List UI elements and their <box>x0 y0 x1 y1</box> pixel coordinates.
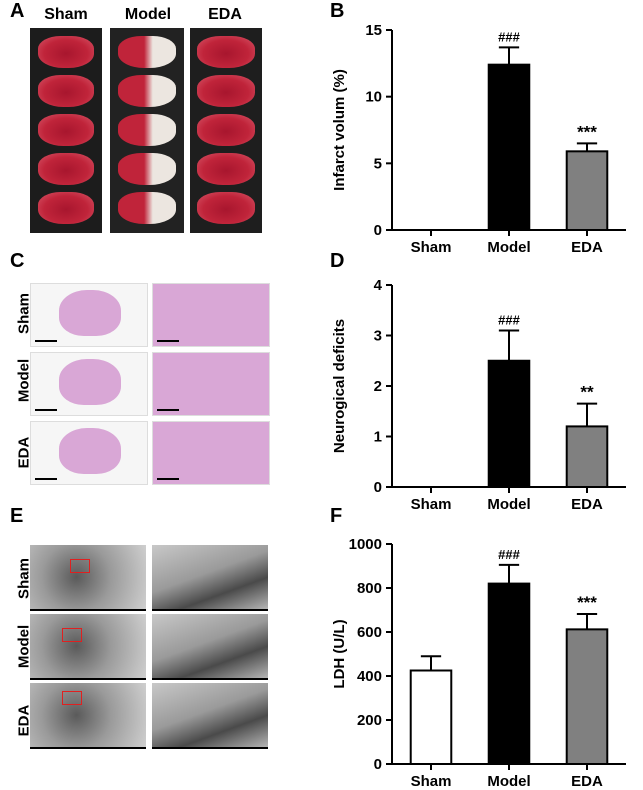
ttc-slice <box>197 36 255 68</box>
brain-section <box>59 290 121 336</box>
significance-label: ### <box>498 312 520 327</box>
bar-eda <box>565 425 609 488</box>
tem-magnified-image <box>152 614 268 680</box>
y-tick-label: 0 <box>374 756 382 773</box>
ldh-chart: 0 200 400 600 800 1000 LDH (U/L) Sham ### Model **… <box>331 536 626 788</box>
ttc-slice <box>38 114 94 146</box>
zoom-region-box <box>62 691 82 705</box>
x-tick-label: Model <box>487 239 530 256</box>
tem-overview-image <box>30 614 146 680</box>
neurological-deficits-chart: 0 1 2 3 4 Neurogical deficits Sham ### Model ** ED… <box>331 277 626 513</box>
he-whole-section-image <box>30 421 148 485</box>
y-tick-label: 200 <box>357 712 382 729</box>
y-tick-label: 400 <box>357 668 382 685</box>
zoom-region-box <box>70 559 90 573</box>
panel-a-col-sham: Sham <box>44 6 88 23</box>
scale-bar <box>157 478 179 480</box>
panel-label-e: E <box>10 505 24 527</box>
ttc-slice <box>38 75 94 107</box>
y-tick-label: 2 <box>374 378 382 395</box>
x-tick-label: Sham <box>411 773 452 788</box>
infarct-volume-chart: 0 5 10 15 Infarct volum (%) Sham ### Model *** ED… <box>331 22 626 256</box>
y-tick-label: 5 <box>374 155 382 172</box>
panel-label-c: C <box>10 250 25 272</box>
panel-label-d: D <box>330 250 345 272</box>
bar-model <box>487 582 531 765</box>
y-axis-label: LDH (U/L) <box>331 619 348 688</box>
he-magnified-image <box>152 421 270 485</box>
zoom-region-box <box>62 628 82 642</box>
significance-label: ### <box>498 547 520 562</box>
panel-label-f: F <box>330 505 343 527</box>
he-whole-section-image <box>30 283 148 347</box>
y-tick-label: 15 <box>365 22 382 39</box>
scale-bar <box>35 409 57 411</box>
x-tick-label: EDA <box>571 239 603 256</box>
ttc-slice <box>197 192 255 224</box>
tem-overview-image <box>30 545 146 611</box>
significance-label: *** <box>577 593 597 612</box>
significance-label: *** <box>577 122 597 141</box>
bar-model <box>487 359 531 488</box>
he-whole-section-image <box>30 352 148 416</box>
y-axis-label: Infarct volum (%) <box>331 69 348 191</box>
panel-a-col-eda: EDA <box>208 6 242 23</box>
x-tick-label: Model <box>487 773 530 788</box>
bar-eda <box>565 628 609 765</box>
tem-magnified-image <box>152 683 268 749</box>
he-magnified-image <box>152 283 270 347</box>
bar-eda <box>565 150 609 231</box>
y-tick-label: 3 <box>374 328 382 345</box>
y-tick-label: 1000 <box>349 536 382 553</box>
ttc-slice <box>118 36 176 68</box>
x-tick-label: Model <box>487 496 530 513</box>
bar-sham <box>409 669 453 765</box>
y-tick-label: 800 <box>357 580 382 597</box>
ttc-slice <box>197 75 255 107</box>
significance-label: ** <box>580 383 594 402</box>
ttc-slice <box>197 114 255 146</box>
scale-bar <box>35 340 57 342</box>
ttc-slice <box>38 192 94 224</box>
y-tick-label: 600 <box>357 624 382 641</box>
y-tick-label: 0 <box>374 479 382 496</box>
y-tick-label: 4 <box>374 277 383 294</box>
x-tick-label: EDA <box>571 773 603 788</box>
y-tick-label: 1 <box>374 429 382 446</box>
ttc-slice <box>118 75 176 107</box>
brain-section <box>59 428 121 474</box>
ttc-slice <box>197 153 255 185</box>
scale-bar <box>35 478 57 480</box>
y-tick-label: 0 <box>374 222 382 239</box>
x-tick-label: Sham <box>411 239 452 256</box>
ttc-slice <box>118 192 176 224</box>
tem-overview-image <box>30 683 146 749</box>
ttc-slice <box>38 36 94 68</box>
tem-magnified-image <box>152 545 268 611</box>
brain-section <box>59 359 121 405</box>
y-axis-label: Neurogical deficits <box>331 319 348 453</box>
bar-model <box>487 63 531 231</box>
panel-label-a: A <box>10 0 25 22</box>
he-magnified-image <box>152 352 270 416</box>
ttc-slice <box>118 153 176 185</box>
x-tick-label: Sham <box>411 496 452 513</box>
significance-label: ### <box>498 29 520 44</box>
x-tick-label: EDA <box>571 496 603 513</box>
y-tick-label: 10 <box>365 89 382 106</box>
panel-a-col-model: Model <box>124 6 172 23</box>
ttc-slice <box>38 153 94 185</box>
scale-bar <box>157 340 179 342</box>
scale-bar <box>157 409 179 411</box>
ttc-slice <box>118 114 176 146</box>
panel-label-b: B <box>330 0 345 22</box>
